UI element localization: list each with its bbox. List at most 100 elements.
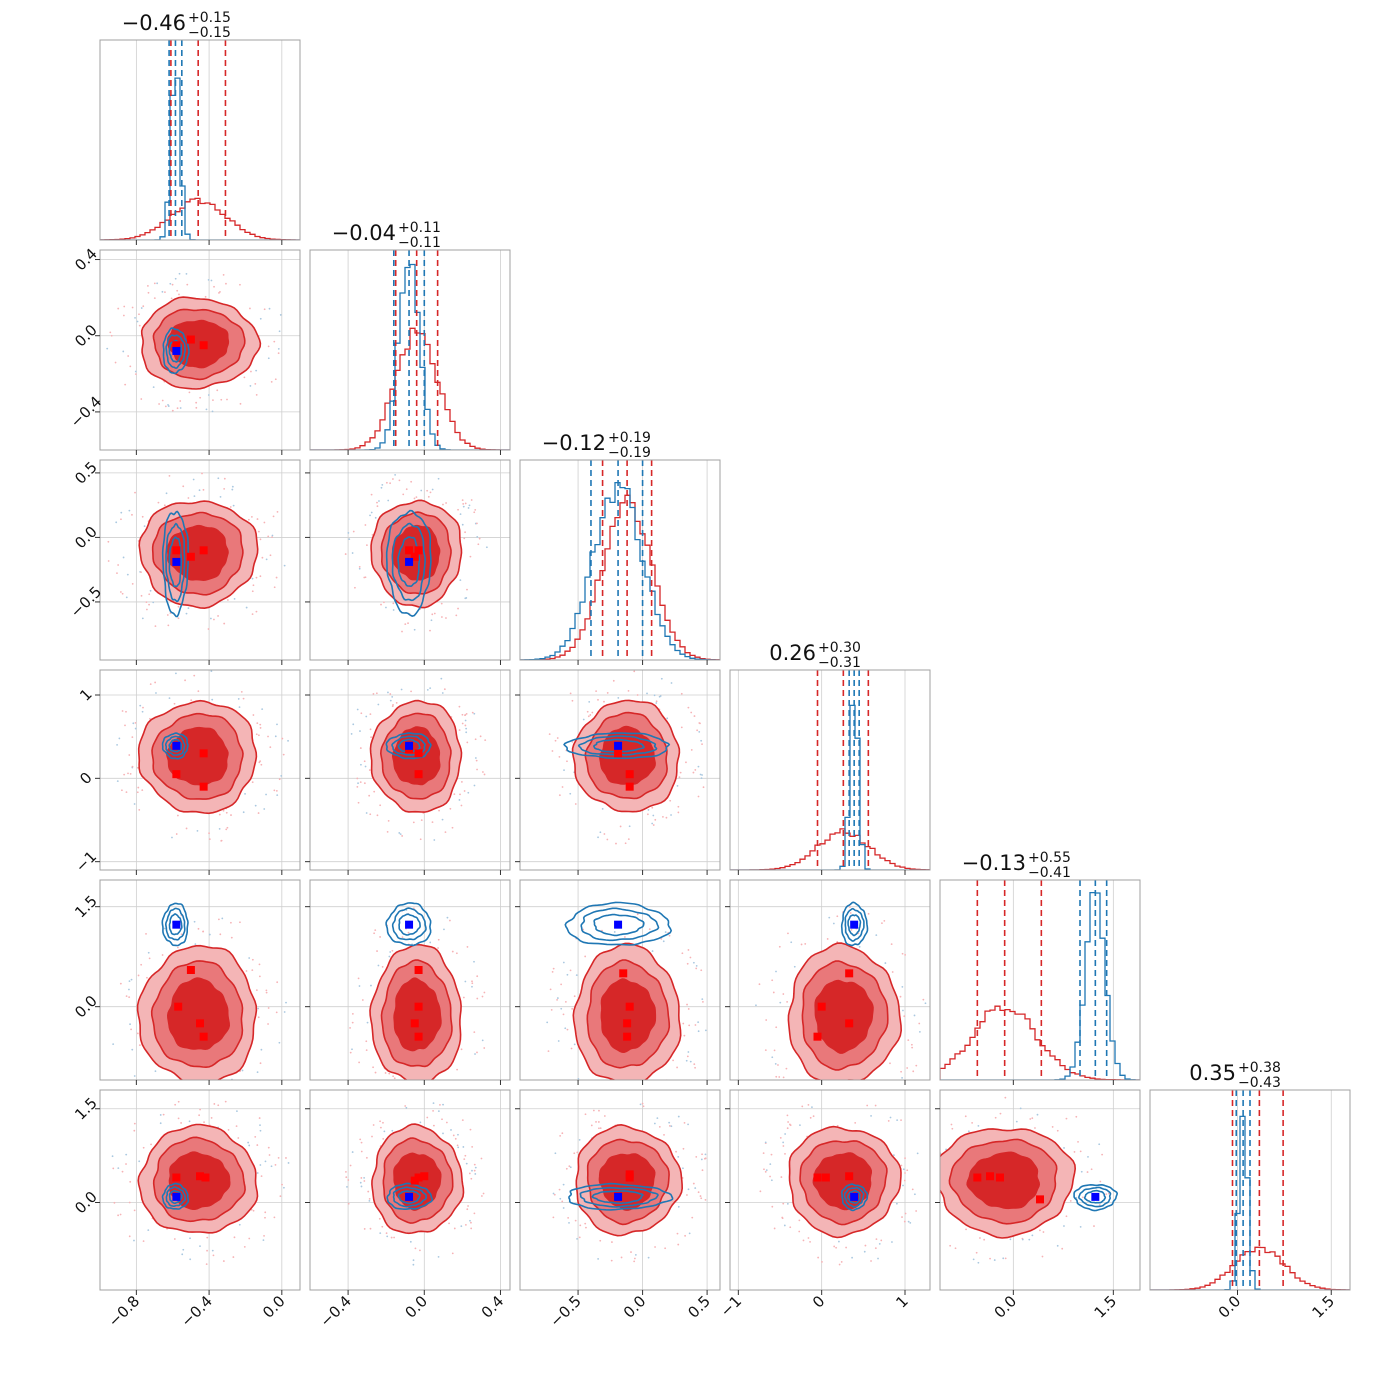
sample-point (771, 979, 774, 982)
sample-point (368, 769, 371, 771)
sample-point (198, 489, 201, 492)
sample-point (117, 564, 120, 566)
sample-point (383, 1130, 386, 1133)
sample-point (771, 1205, 774, 1208)
sample-point (349, 1027, 351, 1029)
sample-point (791, 1083, 793, 1085)
x-tick-label: 1.5 (1308, 1292, 1338, 1322)
sample-point (569, 692, 572, 695)
sample-point (694, 1066, 696, 1069)
sample-point (134, 373, 137, 376)
sample-point (900, 1070, 902, 1073)
marker-red (405, 546, 414, 555)
sample-point (251, 969, 254, 972)
sample-point (655, 702, 658, 704)
x-tick-label: −0.8 (105, 1292, 143, 1330)
panel-2-2: −0.12 +0.19−0.19 (519, 430, 721, 665)
sample-point (268, 1154, 271, 1156)
sample-point (1051, 1126, 1054, 1128)
marker-red (199, 341, 208, 350)
panel-content (100, 40, 300, 240)
sample-point (683, 1080, 685, 1082)
sample-point (217, 477, 220, 480)
sample-point (128, 996, 131, 999)
sample-point (347, 532, 350, 534)
sample-point (199, 1245, 201, 1248)
sample-point (261, 556, 264, 559)
sample-point (582, 718, 585, 721)
sample-point (206, 1249, 208, 1252)
sample-point (256, 1172, 259, 1174)
marker-red (813, 1173, 822, 1182)
sample-point (464, 980, 467, 983)
sample-point (456, 1144, 459, 1147)
panel-frame (309, 249, 511, 451)
truth-marker (614, 920, 623, 929)
sample-point (138, 1044, 141, 1047)
panel-frame (519, 1089, 721, 1291)
sample-point (849, 906, 851, 908)
sample-point (887, 1120, 890, 1122)
sample-point (153, 282, 156, 285)
sample-point (142, 305, 145, 308)
sample-point (1004, 1096, 1007, 1099)
sample-point (255, 989, 258, 992)
panel-frame (729, 669, 931, 871)
sample-point (440, 602, 443, 605)
sample-point (677, 1155, 680, 1158)
sample-point (175, 833, 178, 835)
sample-point (476, 768, 478, 771)
sample-point (283, 1186, 285, 1189)
sample-point (369, 514, 371, 517)
sample-point (258, 963, 261, 966)
sample-point (836, 1100, 838, 1102)
sample-point (471, 711, 474, 714)
sample-point (628, 825, 631, 828)
sample-point (874, 1085, 876, 1087)
sample-point (149, 683, 152, 686)
sample-point (441, 616, 443, 618)
sample-point (474, 508, 477, 511)
sample-point (267, 1023, 269, 1025)
sample-point (597, 698, 599, 701)
sample-point (257, 1016, 260, 1019)
sample-point (275, 789, 278, 792)
sample-point (365, 715, 368, 718)
sample-point (352, 530, 355, 533)
sample-point (561, 1200, 564, 1203)
sample-point (217, 918, 220, 921)
contour-blue-1 (843, 1187, 865, 1208)
sample-point (233, 597, 236, 600)
x-tick-label: 1 (892, 1292, 911, 1311)
sample-point (257, 530, 260, 533)
sample-point (126, 573, 129, 576)
sample-point (155, 692, 157, 694)
sample-point (993, 1259, 996, 1261)
sample-point (260, 763, 263, 766)
marker-red (845, 969, 854, 978)
sample-point (479, 735, 482, 738)
sample-point (918, 1030, 921, 1033)
sample-point (701, 774, 703, 776)
sample-point (190, 699, 193, 702)
sample-point (904, 1157, 906, 1160)
sample-point (445, 1101, 447, 1103)
sample-point (787, 932, 789, 935)
sample-point (683, 1034, 686, 1037)
sample-point (599, 1239, 602, 1242)
marker-red (813, 1032, 822, 1041)
sample-point (692, 961, 695, 964)
sample-point (702, 1001, 704, 1003)
panel-title-plus-5: +0.38 (1238, 1060, 1281, 1076)
marker-red (614, 749, 623, 758)
sample-point (459, 793, 461, 796)
sample-point (614, 1099, 616, 1101)
sample-point (772, 991, 775, 994)
sample-point (125, 1153, 128, 1156)
sample-point (228, 1088, 230, 1090)
sample-point (787, 1121, 790, 1123)
sample-point (180, 933, 183, 936)
marker-red (821, 1173, 830, 1182)
sample-point (433, 839, 436, 841)
sample-point (120, 511, 123, 514)
